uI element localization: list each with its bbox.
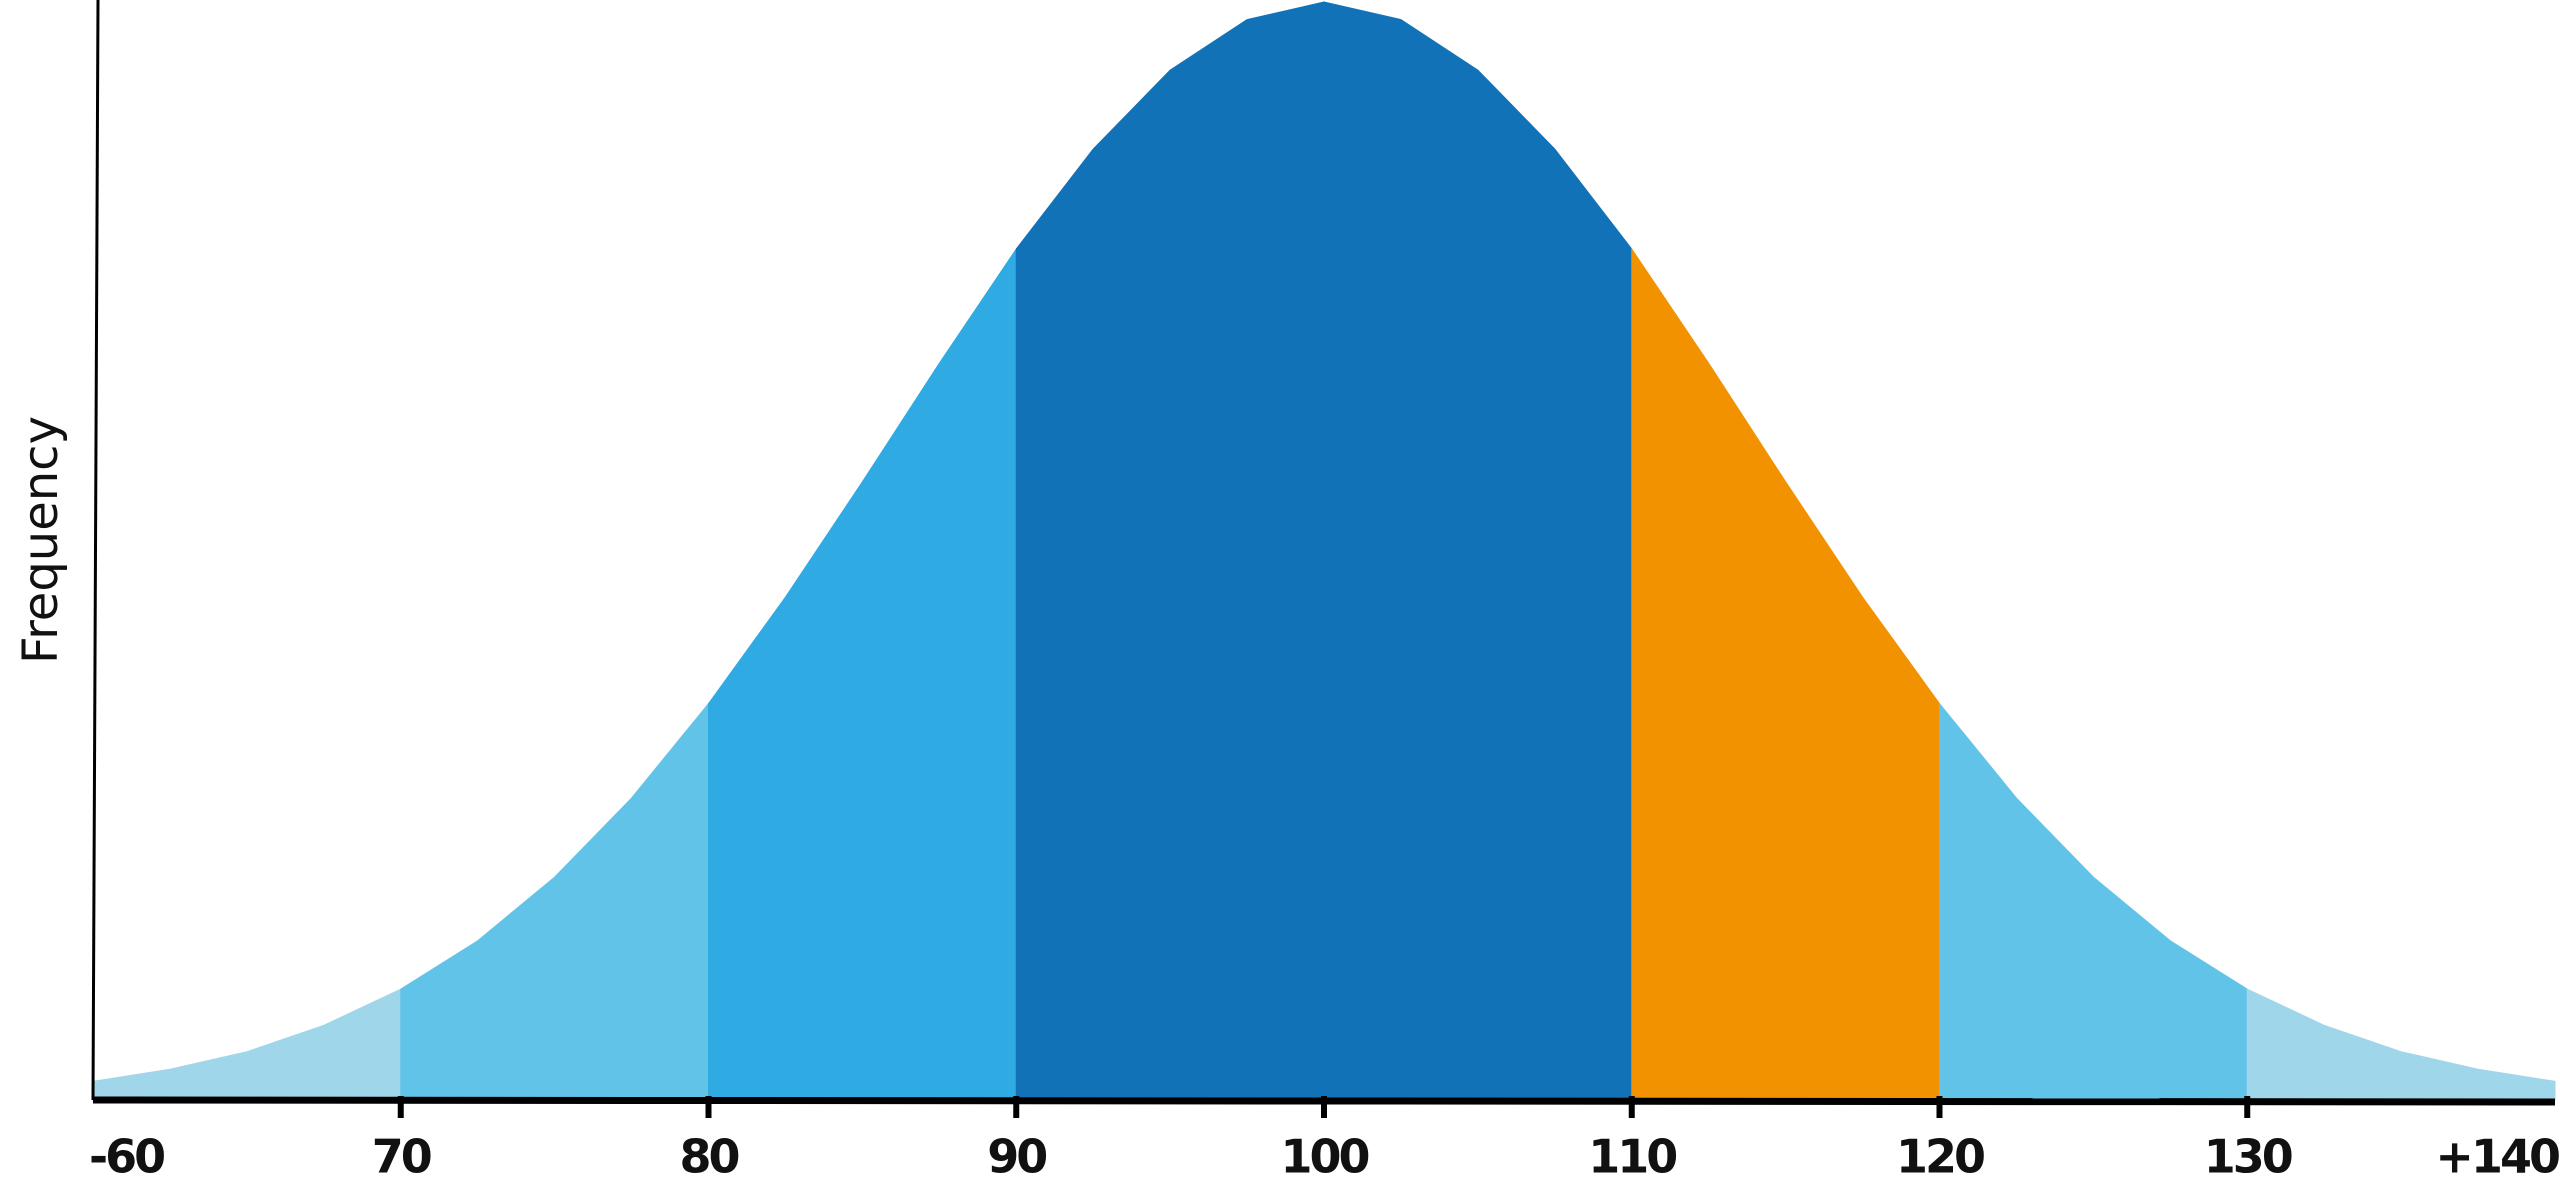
distribution-band <box>1323 1 1633 1101</box>
distribution-band <box>92 988 402 1101</box>
y-axis-label: Frequency <box>13 416 69 664</box>
distribution-band <box>1015 1 1325 1101</box>
x-tick-label: 120 <box>1896 1130 1984 1184</box>
x-tick-label: 80 <box>679 1130 738 1184</box>
distribution-band <box>1939 702 2248 1101</box>
x-tick-label: 130 <box>2204 1130 2292 1184</box>
distribution-band <box>1631 247 1940 1101</box>
x-tick-label: 70 <box>372 1130 431 1184</box>
x-tick-label: 90 <box>987 1130 1046 1184</box>
x-tick-label: 100 <box>1280 1130 1368 1184</box>
distribution-band <box>2246 988 2556 1101</box>
y-axis <box>91 0 100 1101</box>
x-axis <box>92 1096 2556 1106</box>
distribution-band <box>708 247 1017 1101</box>
x-tick-label: -60 <box>89 1130 164 1184</box>
x-tick-label: 110 <box>1588 1130 1676 1184</box>
distribution-band <box>400 702 709 1101</box>
x-tick-label: +140 <box>2435 1130 2559 1184</box>
